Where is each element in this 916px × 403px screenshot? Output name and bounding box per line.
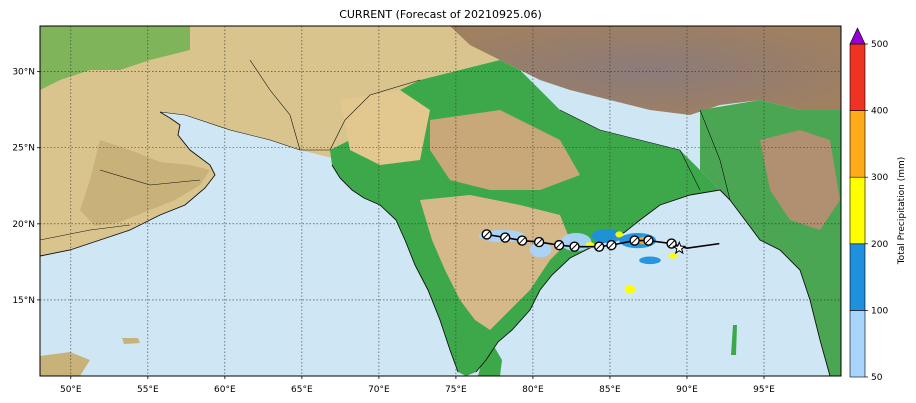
colorbar-label: Total Precipitation (mm) [897, 157, 907, 266]
storm-start-star [672, 240, 687, 255]
colorbar-extend-arrow [849, 27, 866, 45]
colorbar-tick-label: 200 [871, 240, 888, 250]
colorbar-segment [849, 243, 866, 311]
colorbar: 50 100 200 300 400 500 Total Precipitation (mm… [849, 27, 907, 383]
lon-tick-label: 55°E [137, 385, 159, 395]
lat-tick-label: 25°N [12, 144, 35, 154]
lon-tick-label: 95°E [753, 385, 775, 395]
colorbar-segment [849, 176, 866, 245]
storm-track [481, 229, 720, 255]
lon-tick-label: 90°E [676, 385, 698, 395]
lon-tick-label: 80°E [522, 385, 544, 395]
land-yemen [40, 352, 90, 376]
lon-tick-label: 70°E [368, 385, 390, 395]
land-deccan [420, 195, 570, 330]
land-himalaya [450, 26, 841, 115]
colorbar-tick-label: 100 [871, 306, 888, 316]
colorbar-tick-label: 500 [871, 40, 888, 50]
colorbar-tick-label: 400 [871, 107, 888, 117]
track-marker-tick [595, 243, 603, 251]
precip-patch [529, 242, 552, 258]
lon-tick-label: 65°E [291, 385, 313, 395]
lon-tick-label: 75°E [445, 385, 467, 395]
land-qatar [70, 128, 90, 150]
precip-patch [639, 256, 661, 265]
precip-patch [624, 284, 636, 294]
track-marker-tick [483, 231, 491, 238]
colorbar-segment [849, 43, 866, 111]
track-marker-tick [518, 237, 526, 244]
map-frame [39, 25, 842, 377]
lon-tick-label: 85°E [599, 385, 621, 395]
lat-tick-label: 20°N [12, 220, 35, 230]
map-grid [40, 26, 841, 376]
coastlines [40, 111, 831, 376]
land-iran-coast [40, 26, 190, 90]
lat-tick-label: 15°N [12, 296, 35, 306]
land-socotra [122, 338, 140, 344]
track-marker-tick [571, 243, 578, 251]
track-marker-tick [501, 234, 509, 241]
colorbar-tick-label: 50 [871, 373, 883, 383]
lon-tick-label: 60°E [214, 385, 236, 395]
latitude-ticks: 15°N 20°N 25°N 30°N [12, 68, 40, 306]
colorbar-segment [849, 310, 866, 378]
longitude-ticks: 50°E 55°E 60°E 65°E 70°E 75°E 80°E 85°E 90°E 95°E [60, 376, 775, 395]
map-layers [40, 26, 841, 376]
precip-patch [615, 231, 624, 238]
lat-tick-label: 30°N [12, 68, 35, 78]
track-marker-tick [631, 237, 638, 244]
track-marker-tick [555, 241, 563, 249]
track-marker-tick [645, 237, 652, 244]
track-marker-tick [608, 241, 615, 249]
lon-tick-label: 50°E [60, 385, 82, 395]
colorbar-segment [849, 110, 866, 178]
map-title: CURRENT (Forecast of 20210925.06) [339, 8, 542, 21]
precip-patch [668, 252, 678, 259]
track-marker-tick [668, 240, 675, 247]
land-oman [80, 140, 210, 226]
land-sri-lanka [478, 348, 502, 376]
colorbar-tick-label: 300 [871, 173, 888, 183]
precip-patch [591, 229, 623, 243]
land-central [430, 110, 580, 190]
land-thar [340, 90, 430, 165]
land-andaman [731, 325, 737, 355]
track-marker-tick [535, 238, 543, 246]
land-myanmar-hills [760, 130, 840, 230]
country-borders [40, 59, 731, 241]
